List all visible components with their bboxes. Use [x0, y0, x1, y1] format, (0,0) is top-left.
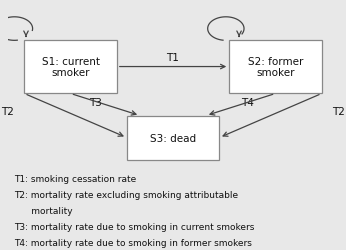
Text: T4: T4 — [241, 98, 254, 108]
Text: T1: T1 — [166, 52, 180, 62]
Text: T2: T2 — [1, 106, 14, 116]
Text: S1: current
smoker: S1: current smoker — [42, 56, 100, 78]
Text: mortality: mortality — [15, 206, 73, 215]
FancyBboxPatch shape — [24, 40, 117, 94]
Text: T2: mortality rate excluding smoking attributable: T2: mortality rate excluding smoking att… — [15, 190, 238, 200]
Text: S2: former
smoker: S2: former smoker — [248, 56, 303, 78]
Text: T2: T2 — [332, 106, 345, 116]
Text: T3: mortality rate due to smoking in current smokers: T3: mortality rate due to smoking in cur… — [15, 222, 255, 231]
Text: T3: T3 — [89, 98, 102, 108]
Text: T4: mortality rate due to smoking in former smokers: T4: mortality rate due to smoking in for… — [15, 238, 252, 247]
Text: S3: dead: S3: dead — [150, 133, 196, 143]
FancyBboxPatch shape — [229, 40, 322, 94]
Text: T1: smoking cessation rate: T1: smoking cessation rate — [15, 175, 137, 184]
FancyBboxPatch shape — [127, 116, 219, 160]
